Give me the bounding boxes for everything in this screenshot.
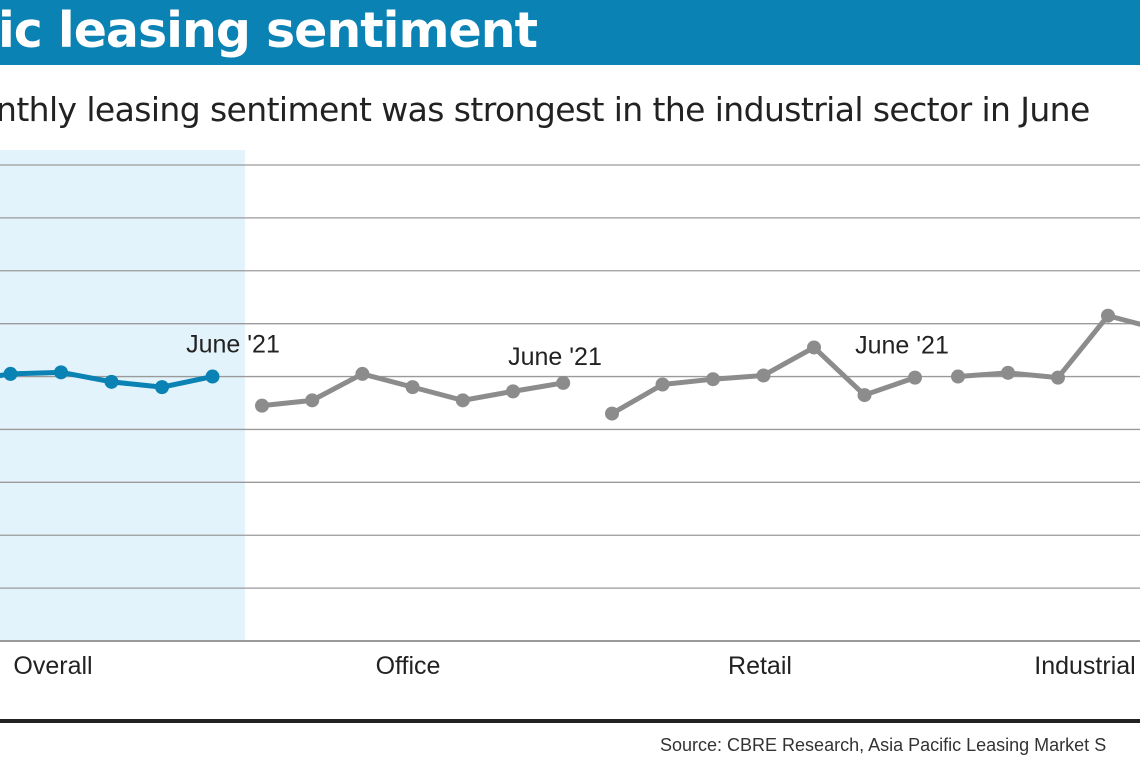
panel-label: Industrial — [1034, 652, 1135, 680]
data-point — [807, 340, 821, 355]
data-point — [605, 406, 619, 421]
data-point — [355, 366, 370, 381]
data-point — [155, 380, 169, 395]
panel-label: Retail — [728, 652, 792, 680]
data-point — [54, 365, 68, 380]
data-point — [255, 398, 269, 413]
source-note: Source: CBRE Research, Asia Pacific Leas… — [660, 735, 1107, 755]
data-point — [951, 369, 965, 384]
data-point — [908, 370, 922, 385]
data-point — [1051, 370, 1065, 385]
series-line-overall — [0, 369, 214, 390]
data-point — [706, 372, 720, 387]
data-point — [655, 377, 670, 392]
data-point — [205, 369, 220, 384]
data-point — [756, 368, 771, 383]
data-point — [3, 366, 18, 381]
panel-label: Office — [376, 652, 441, 680]
chart-subtitle: nthly leasing sentiment was strongest in… — [0, 90, 1090, 129]
data-point — [305, 393, 320, 408]
data-point — [1001, 365, 1015, 380]
data-point — [857, 388, 872, 403]
bottom-rule — [0, 719, 1140, 723]
annotation-label: June '21 — [508, 343, 602, 371]
data-point — [104, 374, 119, 389]
data-point — [556, 375, 571, 390]
data-point — [405, 380, 420, 395]
data-point — [455, 393, 470, 408]
annotation-label: June '21 — [855, 332, 949, 360]
series-line-industrial — [957, 313, 1140, 381]
chart-title: ic leasing sentiment — [0, 2, 538, 59]
panel-label: Overall — [13, 652, 92, 680]
annotation-label: June '21 — [186, 331, 280, 359]
highlight-panel-bg — [0, 150, 245, 641]
line-chart: June '21 Overall June '21 Office June '21 Ret… — [0, 150, 1140, 680]
data-point — [1101, 308, 1115, 323]
data-point — [506, 384, 520, 399]
title-bar: ic leasing sentiment — [0, 0, 1140, 65]
